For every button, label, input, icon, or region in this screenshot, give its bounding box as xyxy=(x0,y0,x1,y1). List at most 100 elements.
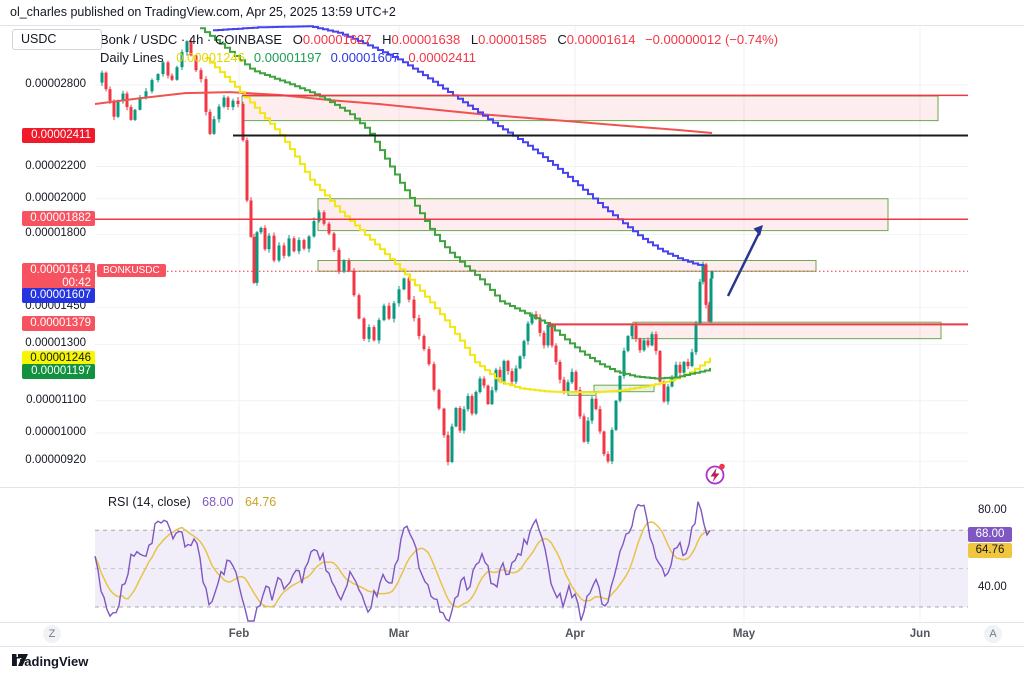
candle-body xyxy=(494,369,498,391)
candle xyxy=(397,286,401,307)
candle-body xyxy=(709,278,713,322)
candle xyxy=(307,235,311,253)
candle xyxy=(678,361,682,375)
candle-body xyxy=(108,89,112,101)
candle xyxy=(402,277,406,291)
scroll-right-button[interactable]: A xyxy=(984,625,1002,643)
candle xyxy=(462,406,466,434)
candle-body xyxy=(574,371,578,391)
candle xyxy=(526,321,530,345)
candle xyxy=(502,359,506,385)
price-axis-label: 0.00001300 xyxy=(25,337,86,350)
candle-body xyxy=(241,104,245,141)
high-label: H xyxy=(382,32,392,47)
daily-line-value: 0.00001607 xyxy=(330,50,400,65)
candle xyxy=(432,361,436,392)
candle-body xyxy=(518,356,522,369)
candle xyxy=(450,423,454,464)
candle xyxy=(208,109,212,136)
candle-body xyxy=(658,350,662,382)
candle xyxy=(417,314,421,340)
candle xyxy=(194,54,198,72)
candle-body xyxy=(582,416,586,442)
candle xyxy=(231,98,235,111)
candle-body xyxy=(367,327,371,339)
candle xyxy=(352,267,356,297)
candle-body xyxy=(222,97,226,107)
candle xyxy=(245,137,249,203)
scroll-left-button[interactable]: Z xyxy=(43,625,61,643)
candle xyxy=(372,325,376,342)
chart-legend[interactable]: Bonk / USDC · 4h · COINBASE O0.00001627 … xyxy=(100,31,778,67)
candle xyxy=(175,65,179,81)
candle-body xyxy=(166,62,170,76)
candle xyxy=(322,210,326,226)
candle xyxy=(666,384,670,405)
daily-line-value: 0.00001246 xyxy=(176,50,245,65)
price-axis-badge: 0.00001246 xyxy=(22,350,95,366)
low-value: 0.00001585 xyxy=(478,32,547,47)
open-label: O xyxy=(292,32,303,47)
price-axis-label: 0.00002000 xyxy=(25,191,86,204)
candle-body xyxy=(710,271,714,279)
candle-body xyxy=(478,378,482,393)
candle-body xyxy=(282,245,286,256)
candle-body xyxy=(407,278,411,300)
candle-body xyxy=(678,364,682,373)
candle-body xyxy=(357,295,361,319)
candle xyxy=(554,343,558,365)
candle-body xyxy=(231,100,235,108)
candle xyxy=(598,405,602,434)
ma-line xyxy=(94,91,713,134)
candle-body xyxy=(170,75,174,80)
candle xyxy=(566,379,570,396)
candle xyxy=(267,233,271,253)
candle-body xyxy=(212,119,216,134)
supply-zone xyxy=(241,95,939,122)
candle xyxy=(112,99,116,121)
symbol-search-box[interactable]: USDC xyxy=(12,29,102,50)
candle-body xyxy=(526,323,530,342)
candle xyxy=(618,374,622,403)
candle-body xyxy=(566,382,570,393)
candle-body xyxy=(267,235,271,250)
candle xyxy=(337,247,341,275)
candle xyxy=(478,376,482,394)
flash-icon[interactable] xyxy=(705,463,725,485)
daily-line-value: 0.00002411 xyxy=(408,50,477,65)
rsi-ma-line xyxy=(94,521,711,609)
rsi-legend[interactable]: RSI (14, close) 68.00 64.76 xyxy=(108,495,276,509)
candle xyxy=(104,71,108,92)
candle-body xyxy=(352,270,356,296)
candle-body xyxy=(277,245,281,261)
candle-body xyxy=(598,409,602,432)
candle-body xyxy=(618,375,622,401)
candle-body xyxy=(297,240,301,252)
candle xyxy=(550,323,554,348)
month-label-apr: Apr xyxy=(565,628,585,640)
candle-body xyxy=(506,360,510,372)
candle-body xyxy=(245,140,249,201)
candle-body xyxy=(650,334,654,346)
flash-bolt xyxy=(710,468,720,482)
candle-body xyxy=(287,238,291,256)
candle-body xyxy=(707,304,711,322)
candle xyxy=(437,388,441,411)
candle-body xyxy=(514,368,518,382)
candle-body xyxy=(292,238,296,252)
candle-body xyxy=(610,429,614,462)
candle xyxy=(466,393,470,412)
candle xyxy=(302,238,306,251)
candle-body xyxy=(138,97,142,110)
candle xyxy=(474,390,478,416)
trend-arrow xyxy=(726,232,761,297)
candle-body xyxy=(578,390,582,417)
candle xyxy=(506,359,510,375)
candle-body xyxy=(558,361,562,380)
candle xyxy=(638,337,642,353)
candle xyxy=(514,365,518,385)
daily-lines-label: Daily Lines xyxy=(100,50,164,65)
candle-body xyxy=(302,240,306,249)
candle xyxy=(133,108,137,122)
